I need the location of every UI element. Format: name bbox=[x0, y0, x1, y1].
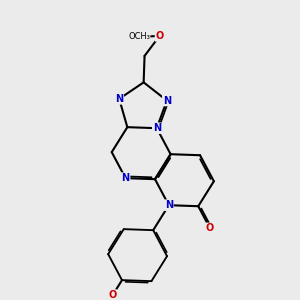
Text: N: N bbox=[153, 123, 161, 133]
Text: N: N bbox=[165, 200, 173, 210]
Text: OCH₃: OCH₃ bbox=[128, 32, 150, 41]
Text: N: N bbox=[122, 173, 130, 183]
Text: N: N bbox=[163, 95, 171, 106]
Text: O: O bbox=[109, 290, 117, 300]
Text: O: O bbox=[155, 31, 164, 41]
Text: O: O bbox=[206, 223, 214, 233]
Text: N: N bbox=[115, 94, 123, 104]
